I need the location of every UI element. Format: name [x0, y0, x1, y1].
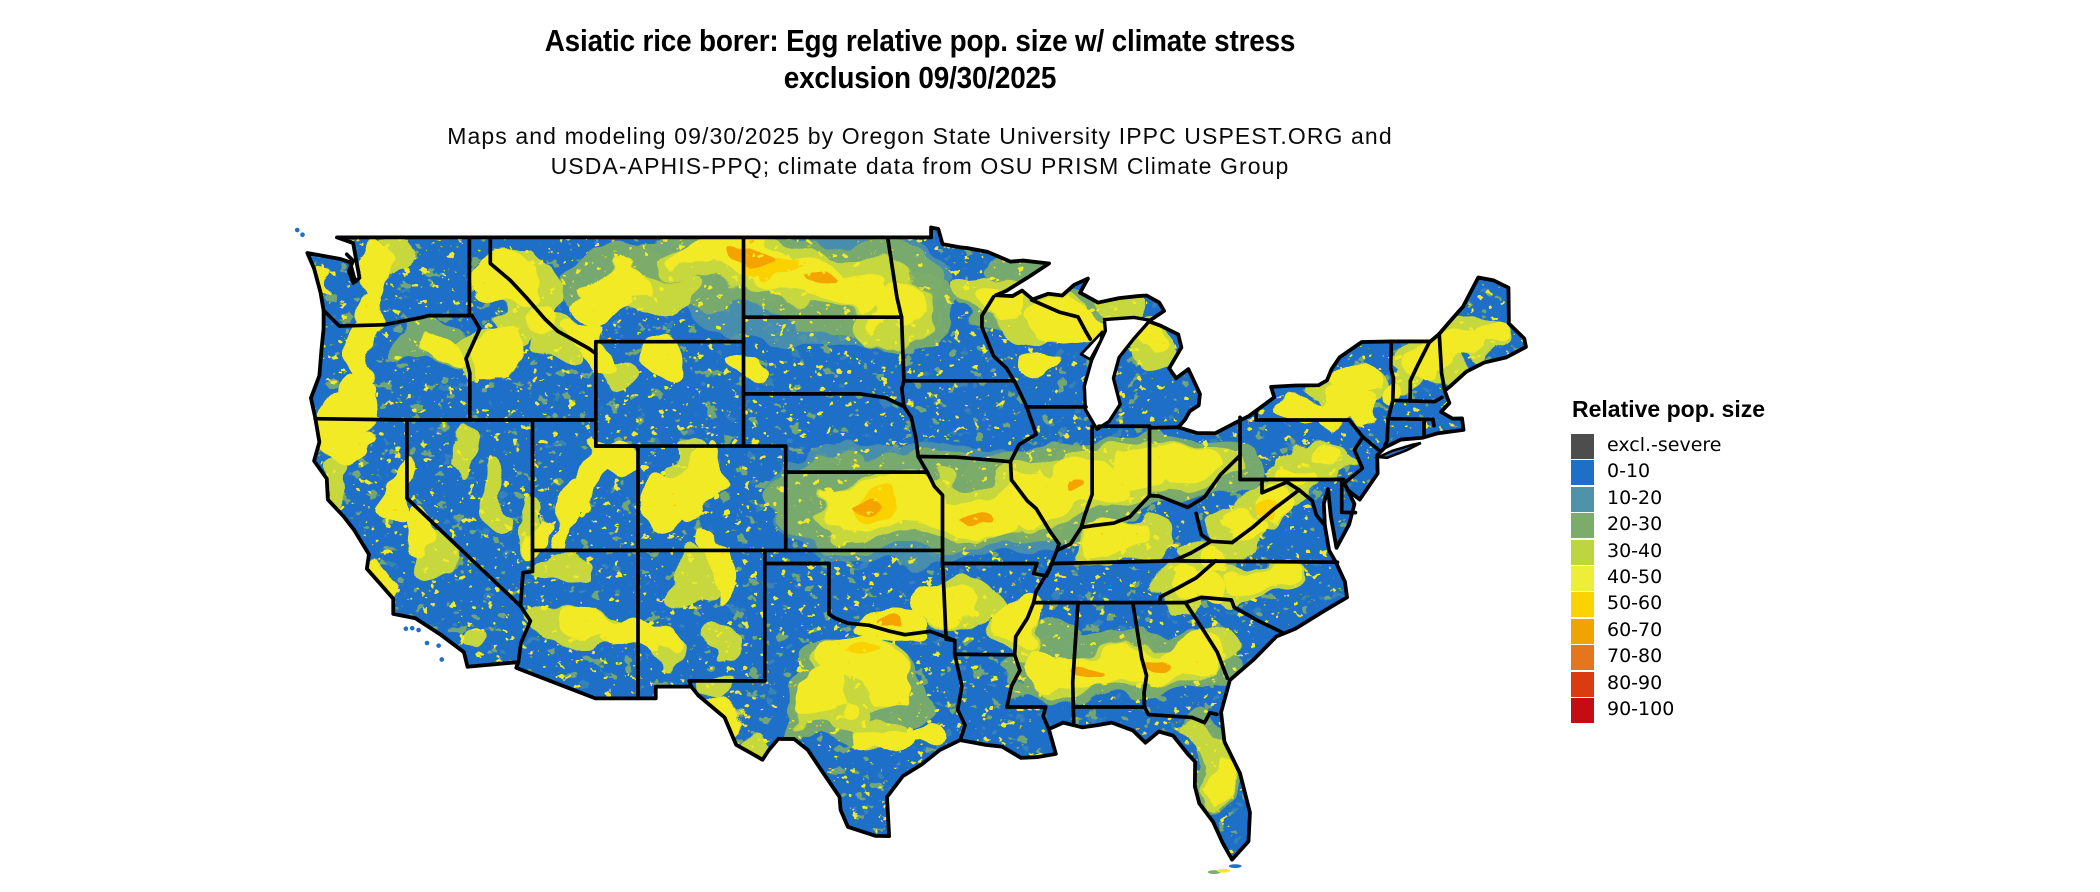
map-title-line2: exclusion 09/30/2025: [783, 60, 1057, 95]
legend-row: 10-20: [1571, 486, 1765, 512]
legend-row: 20-30: [1571, 513, 1765, 539]
green-bay: [1079, 330, 1104, 361]
legend-swatch: [1571, 486, 1594, 512]
legend-label: excl.-severe: [1607, 434, 1722, 456]
map-title: Asiatic rice borer: Egg relative pop. si…: [92, 22, 1748, 96]
legend-label: 60-70: [1607, 618, 1663, 641]
us-distribution-map: [294, 225, 1528, 875]
offshore-islands: [294, 227, 1242, 875]
legend-label: 20-30: [1607, 513, 1663, 536]
legend-swatch: [1571, 645, 1594, 671]
legend-row: 60-70: [1571, 618, 1765, 644]
legend-row: 90-100: [1571, 697, 1765, 723]
legend-label: 90-100: [1607, 697, 1675, 720]
legend-label: 30-40: [1607, 539, 1663, 562]
legend-swatch: [1571, 460, 1594, 486]
legend-items: excl.-severe 0-10 10-20 20-30 30-40 40-50 50-6…: [1571, 434, 1765, 723]
legend-label: 10-20: [1607, 486, 1663, 509]
legend-swatch: [1571, 539, 1594, 565]
legend-row: 0-10: [1571, 460, 1765, 486]
legend-label: 40-50: [1607, 565, 1663, 588]
legend-swatch: [1571, 565, 1594, 591]
state-borders: [313, 235, 1447, 742]
legend-label: 80-90: [1607, 671, 1663, 694]
legend-swatch: [1571, 697, 1594, 723]
legend-swatch: [1571, 671, 1594, 697]
legend-swatch: [1571, 434, 1594, 459]
legend-label: 50-60: [1607, 592, 1663, 615]
map-title-line1: Asiatic rice borer: Egg relative pop. si…: [544, 23, 1296, 58]
map-subtitle-line1: Maps and modeling 09/30/2025 by Oregon S…: [447, 123, 1393, 149]
legend-swatch: [1571, 618, 1594, 644]
legend-swatch: [1571, 592, 1594, 618]
lake-michigan: [1082, 315, 1152, 432]
legend-row: 70-80: [1571, 645, 1765, 671]
legend-row: excl.-severe: [1571, 434, 1765, 459]
map-subtitle: Maps and modeling 09/30/2025 by Oregon S…: [0, 121, 1840, 181]
legend-row: 80-90: [1571, 671, 1765, 697]
legend-row: 40-50: [1571, 565, 1765, 591]
map-subtitle-line2: USDA-APHIS-PPQ; climate data from OSU PR…: [550, 153, 1290, 179]
great-lakes: [1079, 315, 1152, 432]
legend-label: 0-10: [1607, 460, 1651, 483]
legend-swatch: [1571, 513, 1594, 539]
legend-title: Relative pop. size: [1572, 396, 1766, 422]
legend-row: 30-40: [1571, 539, 1765, 565]
us-outline: [305, 225, 1528, 862]
legend-label: 70-80: [1607, 645, 1663, 668]
legend-row: 50-60: [1571, 592, 1765, 618]
map-legend: Relative pop. size excl.-severe 0-10 10-20…: [1571, 396, 1765, 724]
long-island: [1373, 441, 1422, 460]
